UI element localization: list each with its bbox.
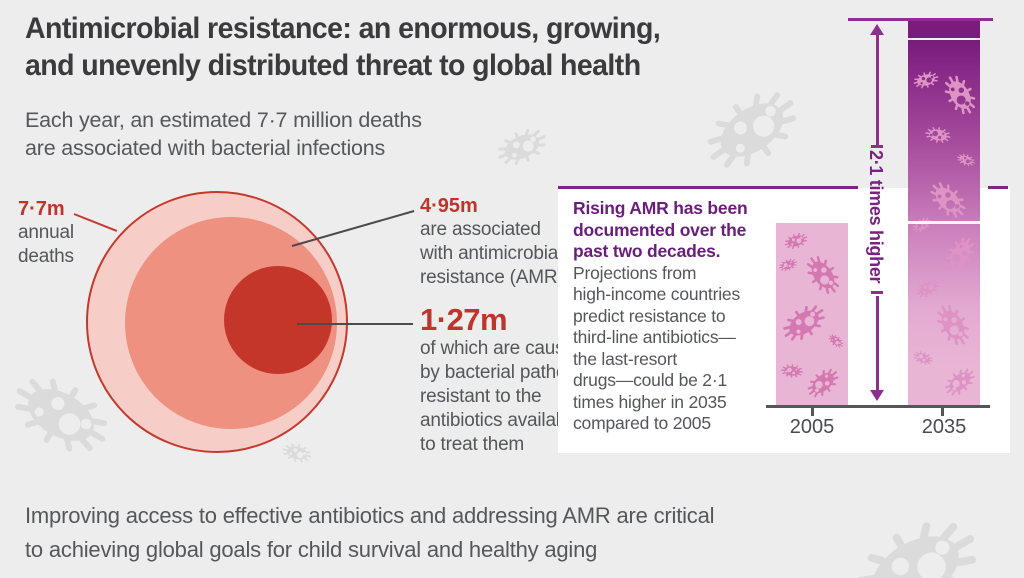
footer-text: Improving access to effective antibiotic… <box>25 503 715 562</box>
bar-2005 <box>776 223 848 405</box>
label-amr-attributable: 1·27m of which are caused by bacterial p… <box>420 303 615 457</box>
page-subtitle: Each year, an estimated 7·7 million deat… <box>25 108 422 160</box>
value-127m: 1·27m <box>420 302 508 337</box>
circle-amr-attributable <box>224 266 332 374</box>
arrow-crossbar-bottom <box>871 291 883 294</box>
bar-2035-2005-level-line <box>908 221 980 224</box>
arrow-up-icon <box>870 24 884 35</box>
panel-heading: Rising AMR has been documented over the … <box>573 198 748 261</box>
page-title: Antimicrobial resistance: an enormous, g… <box>25 12 661 82</box>
arrow-line-upper <box>876 34 879 146</box>
bar-2035-cap-divider <box>908 38 980 40</box>
value-77m: 7·7m <box>18 198 65 220</box>
bar-2035 <box>908 20 980 405</box>
panel-body: Projections from high-income countries p… <box>573 262 740 434</box>
bar-2035-bacteria-pattern <box>908 20 980 405</box>
bacteria-icon <box>698 76 806 184</box>
label-total-deaths: 7·7m annual deaths <box>18 197 108 269</box>
bacteria-icon <box>843 498 988 578</box>
bacteria-icon <box>494 119 550 175</box>
x-tick-2005 <box>811 408 814 416</box>
arrow-line-lower <box>876 296 879 390</box>
panel-top-border-left <box>558 186 858 189</box>
arrow-annotation: 2·1 times higher <box>866 150 886 284</box>
panel-top-border-right <box>988 186 1008 189</box>
bar-2005-bacteria-pattern <box>776 223 848 405</box>
value-495m: 4·95m <box>420 195 478 217</box>
arrow-down-icon <box>870 390 884 401</box>
connector-line-495m <box>291 210 415 247</box>
label-amr-associated: 4·95m are associated with antimicrobial … <box>420 194 595 290</box>
arrow-crossbar-top <box>871 145 883 148</box>
bar-2035-top-marker-line <box>848 18 993 21</box>
panel-text-block: Rising AMR has been documented over the … <box>573 198 778 435</box>
x-label-2005: 2005 <box>789 416 835 438</box>
x-label-2035: 2035 <box>921 416 967 438</box>
bacteria-icon <box>281 437 313 469</box>
x-tick-2035 <box>941 408 944 416</box>
connector-line-127m <box>297 323 413 325</box>
x-axis <box>766 405 990 408</box>
label-77m-text: annual deaths <box>18 222 74 267</box>
label-495m-text: are associated with antimicrobial resist… <box>420 219 564 288</box>
